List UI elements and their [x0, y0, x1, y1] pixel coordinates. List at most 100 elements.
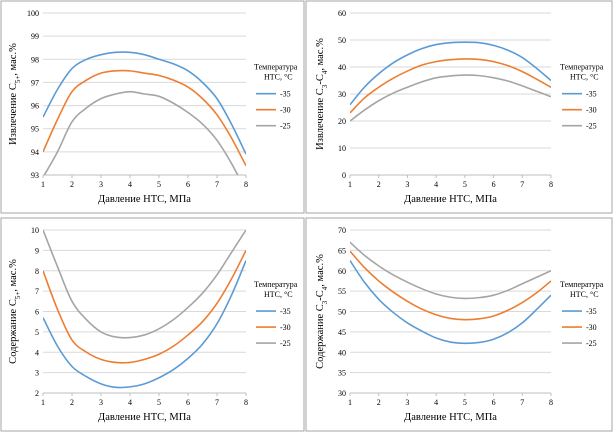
x-tick-label: 7: [520, 180, 524, 189]
x-tick-label: 5: [463, 398, 467, 407]
x-axis-label: Давление НТС, МПа: [404, 412, 497, 423]
legend-entry: -35: [586, 90, 597, 99]
legend-entry: -30: [586, 323, 597, 332]
legend-entry: -30: [280, 323, 291, 332]
x-axis-label: Давление НТС, МПа: [404, 194, 497, 205]
y-tick-label: 97: [31, 78, 39, 87]
x-tick-label: 7: [215, 180, 219, 189]
y-tick-label: 50: [338, 36, 346, 45]
y-tick-label: 3: [35, 369, 39, 378]
x-tick-label: 5: [157, 398, 161, 407]
x-tick-label: 8: [549, 180, 553, 189]
y-tick-label: 95: [31, 125, 39, 134]
series-line-minus-30: [43, 69, 246, 167]
legend-title-line1: Температура: [560, 280, 604, 289]
y-tick-label: 40: [338, 63, 346, 72]
y-tick-label: 7: [35, 287, 39, 296]
series-line-minus-30: [350, 58, 551, 114]
legend-entry: -25: [586, 122, 597, 131]
y-tick-label: 45: [338, 328, 346, 337]
y-tick-label: 5: [35, 328, 39, 337]
series-line-minus-25: [43, 90, 239, 175]
y-tick-label: 8: [35, 267, 39, 276]
x-tick-label: 1: [41, 180, 45, 189]
x-tick-label: 5: [463, 180, 467, 189]
x-tick-label: 6: [492, 180, 496, 189]
series-line-minus-35: [350, 41, 551, 106]
legend-title-line1: Температура: [254, 280, 298, 289]
legend-entry: -30: [280, 106, 291, 115]
legend-entry: -25: [280, 339, 291, 348]
y-tick-label: 30: [338, 389, 346, 398]
y-axis-label: Содержание C3-C4, мас.%: [315, 254, 329, 369]
x-tick-label: 3: [405, 180, 409, 189]
legend-title-line2: НТС, °С: [264, 290, 293, 299]
y-tick-label: 100: [27, 9, 39, 18]
y-tick-label: 98: [31, 55, 39, 64]
y-tick-label: 9: [35, 246, 39, 255]
legend-title-line1: Температура: [560, 63, 604, 72]
x-tick-label: 6: [186, 180, 190, 189]
x-tick-label: 8: [549, 398, 553, 407]
y-tick-label: 60: [338, 267, 346, 276]
y-tick-label: 60: [338, 9, 346, 18]
x-tick-label: 1: [41, 398, 45, 407]
y-axis-label: Извлечение C3-C4, мас.%: [315, 38, 329, 150]
legend-title-line1: Температура: [254, 63, 298, 72]
y-tick-label: 40: [338, 348, 346, 357]
legend-entry: -25: [280, 122, 291, 131]
x-tick-label: 3: [405, 398, 409, 407]
y-tick-label: 99: [31, 32, 39, 41]
x-tick-label: 7: [520, 398, 524, 407]
series-line-minus-30: [43, 250, 246, 364]
panel-border-bottom-right: [305, 217, 613, 432]
series-line-minus-35: [350, 260, 551, 345]
y-tick-label: 10: [338, 144, 346, 153]
y-tick-label: 55: [338, 287, 346, 296]
x-tick-label: 2: [70, 398, 74, 407]
y-tick-label: 0: [342, 171, 346, 180]
x-tick-label: 2: [70, 180, 74, 189]
y-tick-label: 10: [31, 226, 39, 235]
legend-entry: -30: [586, 106, 597, 115]
y-tick-label: 4: [35, 348, 39, 357]
x-axis-label: Давление НТС, МПа: [98, 412, 191, 423]
series-line-minus-25: [350, 74, 551, 122]
x-tick-label: 3: [99, 180, 103, 189]
x-tick-label: 1: [348, 180, 352, 189]
y-tick-label: 96: [31, 102, 39, 111]
x-tick-label: 6: [492, 398, 496, 407]
y-tick-label: 2: [35, 389, 39, 398]
series-line-minus-25: [43, 229, 246, 339]
x-tick-label: 3: [99, 398, 103, 407]
y-tick-label: 6: [35, 308, 39, 317]
x-tick-label: 7: [215, 398, 219, 407]
y-axis-label: Извлечение C5+, мас.%: [8, 43, 22, 145]
y-axis-label: Содержание C5+, мас.%: [8, 259, 22, 364]
legend-entry: -35: [280, 90, 291, 99]
x-tick-label: 4: [128, 398, 132, 407]
y-tick-label: 94: [31, 148, 39, 157]
x-tick-label: 1: [348, 398, 352, 407]
x-tick-label: 4: [434, 180, 438, 189]
x-tick-label: 2: [377, 180, 381, 189]
chart-panel-1: 93 94 95 96 97 98 99 100 1 2 3 4 5 6 7 8 Давление НТС, М…: [8, 9, 298, 205]
x-axis-label: Давление НТС, МПа: [98, 194, 191, 205]
y-tick-label: 20: [338, 117, 346, 126]
y-tick-label: 65: [338, 246, 346, 255]
legend-entry: -35: [586, 307, 597, 316]
y-tick-label: 70: [338, 226, 346, 235]
y-tick-label: 50: [338, 308, 346, 317]
panel-border-bottom-left: [0, 217, 305, 432]
y-tick-label: 30: [338, 90, 346, 99]
panel-border-top-left: [0, 0, 305, 214]
legend-title-line2: НТС, °С: [264, 73, 293, 82]
legend-entry: -35: [280, 307, 291, 316]
y-tick-label: 35: [338, 369, 346, 378]
series-line-minus-30: [350, 250, 551, 321]
x-tick-label: 4: [434, 398, 438, 407]
x-tick-label: 5: [157, 180, 161, 189]
